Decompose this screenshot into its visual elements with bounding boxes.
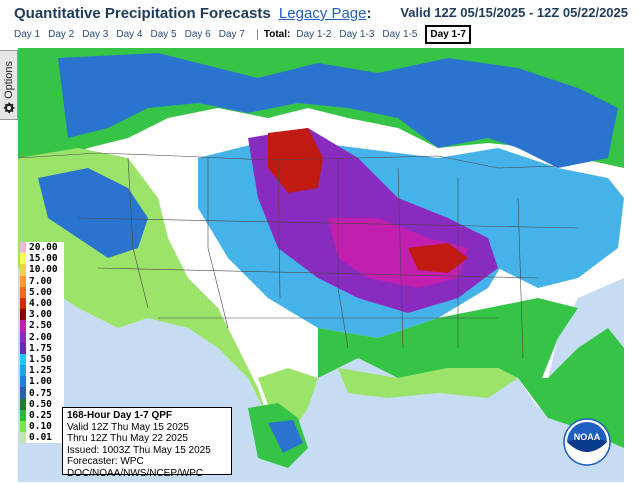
legacy-page-link[interactable]: Legacy Page — [278, 5, 367, 22]
tab-day-4[interactable]: Day 4 — [116, 28, 143, 40]
legend-value: 7.00 — [29, 275, 52, 287]
legend-swatch — [20, 342, 26, 354]
west-blue — [38, 168, 148, 258]
canada-blue — [58, 53, 618, 168]
forecast-info-box: 168-Hour Day 1-7 QPF Valid 12Z Thu May 1… — [62, 407, 232, 479]
midsouth-red — [408, 243, 468, 273]
legend-value: 5.00 — [29, 286, 52, 298]
legend-value: 2.00 — [29, 331, 52, 343]
legend-swatch — [20, 376, 26, 388]
tab-day-3[interactable]: Day 3 — [82, 28, 109, 40]
legend-value: 2.50 — [29, 320, 52, 332]
legend-row: 0.50 — [20, 398, 64, 410]
tab-day-1-5[interactable]: Day 1-5 — [382, 28, 418, 40]
tab-day-1-2[interactable]: Day 1-2 — [296, 28, 332, 40]
legend-row: 3.00 — [20, 309, 64, 321]
legend-swatch — [20, 309, 26, 321]
legend-row: 5.00 — [20, 286, 64, 298]
legend-row: 1.00 — [20, 376, 64, 388]
legend-swatch — [20, 264, 26, 276]
tab-day-6[interactable]: Day 6 — [184, 28, 211, 40]
legend-swatch — [20, 253, 26, 265]
valid-range: Valid 12Z 05/15/2025 - 12Z 05/22/2025 — [400, 5, 628, 20]
legend-value: 0.50 — [29, 398, 52, 410]
legend-row: 1.50 — [20, 353, 64, 366]
legend-value: 0.10 — [29, 421, 52, 433]
info-agency: DOC/NOAA/NWS/NCEP/WPC — [67, 467, 204, 479]
legend-row: 2.50 — [20, 320, 64, 332]
info-title: 168-Hour Day 1-7 QPF — [67, 410, 173, 421]
tab-day-7[interactable]: Day 7 — [218, 28, 245, 40]
info-thru: Thru 12Z Thu May 22 2025 — [67, 433, 188, 444]
legend-value: 1.75 — [29, 342, 52, 354]
precip-legend: 20.00 15.00 10.00 7.00 5.00 4.00 3.00 2.50 2.00 1… — [20, 242, 64, 444]
texas-green — [258, 368, 318, 438]
tab-day-1-7[interactable]: Day 1-7 — [425, 24, 471, 44]
info-forecaster: Forecaster: WPC — [67, 456, 144, 467]
tab-day-2[interactable]: Day 2 — [48, 28, 75, 40]
legend-swatch — [20, 409, 26, 421]
legend-row: 1.25 — [20, 365, 64, 377]
legend-swatch — [20, 432, 26, 444]
header: Quantitative Precipitation Forecasts Leg… — [0, 0, 640, 50]
page-title-text: Quantitative Precipitation Forecasts — [14, 5, 271, 22]
legend-row: 15.00 — [20, 253, 64, 265]
legend-swatch — [20, 365, 26, 377]
legend-row: 7.00 — [20, 275, 64, 287]
day-tabs: Day 1 Day 2 Day 3 Day 4 Day 5 Day 6 Day … — [14, 24, 479, 44]
florida-green — [518, 328, 624, 448]
legend-value: 1.00 — [29, 376, 52, 388]
tab-day-1[interactable]: Day 1 — [14, 28, 41, 40]
legend-swatch — [20, 286, 26, 298]
noaa-logo-text: NOAA — [574, 432, 601, 442]
noaa-logo: NOAA — [563, 418, 611, 466]
legend-swatch — [20, 398, 26, 410]
tab-day-5[interactable]: Day 5 — [150, 28, 177, 40]
info-issued: Issued: 1003Z Thu May 15 2025 — [67, 444, 211, 456]
qpf-map — [18, 48, 624, 482]
legend-row: 0.10 — [20, 421, 64, 433]
legend-row: 10.00 — [20, 264, 64, 276]
legend-row: 0.25 — [20, 409, 64, 421]
legend-row: 2.00 — [20, 331, 64, 343]
state-borders — [18, 152, 579, 359]
total-label: Total: — [256, 28, 290, 40]
legend-value: 0.75 — [29, 387, 52, 399]
legend-row: 0.75 — [20, 387, 64, 399]
legend-value: 15.00 — [29, 253, 58, 265]
legend-swatch — [20, 421, 26, 433]
south-green — [318, 298, 578, 388]
legend-swatch — [20, 320, 26, 332]
legend-row: 20.00 — [20, 242, 64, 254]
options-tab[interactable]: Options — [0, 50, 18, 120]
tab-day-1-3[interactable]: Day 1-3 — [339, 28, 375, 40]
legend-value: 10.00 — [29, 264, 58, 276]
dakota-red — [268, 128, 323, 193]
legend-value: 3.00 — [29, 309, 52, 321]
legend-swatch — [20, 242, 26, 254]
southeast-lightgreen — [338, 368, 518, 398]
legend-value: 20.00 — [29, 242, 58, 254]
legend-value: 1.50 — [29, 353, 52, 365]
legend-swatch — [20, 275, 26, 287]
legend-row: 0.01 — [20, 432, 64, 444]
legend-value: 0.01 — [29, 432, 52, 444]
gear-icon — [3, 102, 14, 114]
legend-swatch — [20, 297, 26, 310]
legend-swatch — [20, 353, 26, 366]
info-valid: Valid 12Z Thu May 15 2025 — [67, 421, 189, 433]
mexico-blue — [268, 420, 303, 453]
legend-value: 4.00 — [29, 298, 52, 310]
legend-row: 1.75 — [20, 342, 64, 354]
legend-value: 0.25 — [29, 409, 52, 421]
options-label: Options — [2, 61, 15, 99]
page-title: Quantitative Precipitation Forecasts Leg… — [14, 5, 372, 22]
legend-row: 4.00 — [20, 297, 64, 310]
legend-swatch — [20, 387, 26, 399]
title-colon: : — [366, 5, 372, 22]
legend-value: 1.25 — [29, 365, 52, 377]
legend-swatch — [20, 331, 26, 343]
